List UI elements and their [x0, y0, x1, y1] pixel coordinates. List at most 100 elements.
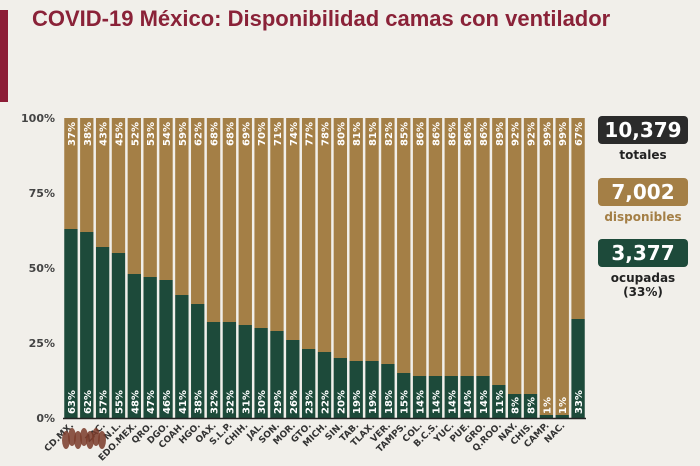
bar-disponibles: [460, 118, 474, 376]
bar-disponibles: [349, 118, 363, 361]
bar-disponibles: [191, 118, 205, 304]
disponibles-data-label: 89%: [495, 122, 506, 146]
bar-ocupadas: [111, 253, 126, 418]
disponibles-data-label: 86%: [479, 122, 490, 146]
ocupadas-data-label: 14%: [416, 390, 427, 414]
ocupadas-label: ocupadas: [610, 271, 676, 285]
ocupadas-pct: (33%): [623, 285, 663, 299]
ocupadas-data-label: 30%: [257, 390, 268, 414]
bar-ocupadas: [397, 373, 411, 418]
bar-ocupadas: [460, 376, 474, 418]
logo-figure-icon: [80, 428, 88, 446]
logo-figure-icon: [92, 428, 100, 446]
ocupadas-data-label: 32%: [225, 390, 236, 414]
disponibles-data-label: 71%: [273, 122, 284, 146]
disponibles-data-label: 68%: [210, 122, 221, 146]
bar-disponibles: [428, 118, 443, 376]
ocupadas-data-label: 1%: [558, 397, 569, 414]
bar-disponibles: [381, 118, 395, 364]
bar-ocupadas: [571, 319, 585, 418]
y-tick-label: 75%: [29, 187, 55, 200]
bar-ocupadas: [175, 295, 189, 418]
disponibles-data-label: 82%: [384, 122, 395, 146]
bar-disponibles: [476, 118, 490, 376]
ocupadas-data-label: 63%: [67, 390, 78, 414]
bar-ocupadas: [317, 352, 332, 418]
disponibles-data-label: 86%: [463, 122, 474, 146]
ocupadas-data-label: 23%: [305, 390, 316, 414]
disponibles-data-label: 77%: [305, 122, 316, 146]
disponibles-data-label: 86%: [431, 122, 442, 146]
disponibles-data-label: 86%: [416, 122, 427, 146]
ocupadas-panel: 3,377 ocupadas (33%): [598, 239, 688, 299]
disponibles-data-label: 99%: [542, 122, 553, 146]
bar-disponibles: [317, 118, 332, 352]
bar-ocupadas: [412, 376, 427, 418]
disponibles-data-label: 67%: [574, 122, 585, 146]
bar-disponibles: [412, 118, 427, 376]
y-tick-label: 0%: [36, 412, 55, 425]
bar-ocupadas: [80, 232, 94, 418]
logo-figure-icon: [62, 431, 70, 449]
ocupadas-data-label: 20%: [336, 390, 347, 414]
bar-disponibles: [238, 118, 252, 325]
ocupadas-data-label: 22%: [321, 390, 332, 414]
bar-disponibles: [175, 118, 189, 295]
y-tick-label: 100%: [21, 112, 55, 125]
ocupadas-data-label: 26%: [289, 390, 300, 414]
bar-disponibles: [286, 118, 300, 340]
bar-ocupadas: [222, 322, 237, 418]
ocupadas-value: 3,377: [598, 239, 688, 267]
bar-ocupadas: [254, 328, 268, 418]
bar-disponibles: [571, 118, 585, 319]
ocupadas-data-label: 33%: [574, 390, 585, 414]
bar-ocupadas: [444, 376, 458, 418]
accent-strip: [0, 10, 8, 102]
ocupadas-data-label: 1%: [542, 397, 553, 414]
disponibles-data-label: 78%: [321, 122, 332, 146]
logo-figure-icon: [98, 431, 106, 449]
bar-disponibles: [523, 118, 538, 394]
ocupadas-data-label: 19%: [368, 390, 379, 414]
bar-ocupadas: [492, 385, 506, 418]
disponibles-data-label: 52%: [130, 122, 141, 146]
disponibles-data-label: 54%: [162, 122, 173, 146]
y-tick-label: 25%: [29, 337, 55, 350]
disponibles-data-label: 86%: [447, 122, 458, 146]
disponibles-data-label: 38%: [83, 122, 94, 146]
bar-ocupadas: [127, 274, 141, 418]
ocupadas-data-label: 8%: [511, 397, 522, 414]
bar-disponibles: [397, 118, 411, 373]
bar-disponibles: [555, 118, 569, 415]
page-title: COVID-19 México: Disponibilidad camas co…: [32, 6, 611, 31]
bar-ocupadas: [64, 229, 78, 418]
ocupadas-data-label: 8%: [527, 397, 538, 414]
bar-ocupadas: [349, 361, 363, 418]
bar-ocupadas: [286, 340, 300, 418]
disponibles-data-label: 70%: [257, 122, 268, 146]
bar-ocupadas: [333, 358, 348, 418]
ocupadas-data-label: 31%: [241, 390, 252, 414]
ocupadas-data-label: 15%: [400, 390, 411, 414]
ocupadas-data-label: 32%: [210, 390, 221, 414]
ocupadas-data-label: 14%: [479, 390, 490, 414]
disponibles-data-label: 85%: [400, 122, 411, 146]
disponibles-data-label: 92%: [511, 122, 522, 146]
totales-value: 10,379: [598, 116, 688, 144]
bar-disponibles: [127, 118, 141, 274]
ocupadas-data-label: 57%: [99, 390, 110, 414]
bar-disponibles: [64, 118, 78, 229]
disponibles-data-label: 74%: [289, 122, 300, 146]
bar-disponibles: [206, 118, 221, 322]
y-tick-label: 50%: [29, 262, 55, 275]
ocupadas-data-label: 41%: [178, 390, 189, 414]
bar-disponibles: [111, 118, 126, 253]
logo-figure-icon: [68, 428, 76, 446]
bar-disponibles: [254, 118, 268, 328]
bar-disponibles: [95, 118, 110, 247]
bar-ocupadas: [539, 415, 554, 418]
bar-ocupadas: [365, 361, 379, 418]
bar-disponibles: [301, 118, 316, 349]
ocupadas-data-label: 55%: [114, 390, 125, 414]
